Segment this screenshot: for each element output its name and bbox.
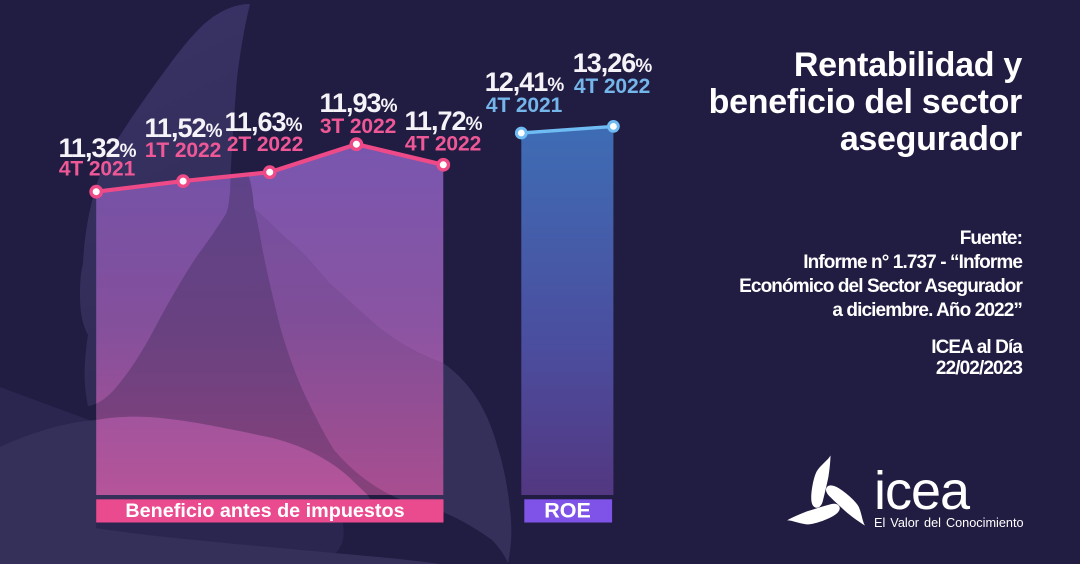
svg-text:ROE: ROE	[544, 499, 591, 523]
svg-text:Rentabilidad y: Rentabilidad y	[794, 46, 1023, 84]
svg-text:4T 2021: 4T 2021	[59, 158, 136, 181]
svg-text:4T 2022: 4T 2022	[405, 133, 481, 156]
svg-text:4T 2022: 4T 2022	[574, 75, 650, 98]
svg-text:icea: icea	[874, 461, 971, 521]
svg-text:1T 2022: 1T 2022	[145, 139, 221, 162]
svg-text:El Valor del Conocimiento: El Valor del Conocimiento	[874, 516, 1024, 530]
svg-text:11,63%: 11,63%	[225, 107, 303, 137]
svg-text:beneficio del sector: beneficio del sector	[709, 83, 1022, 121]
svg-text:Económico del Sector Asegurado: Económico del Sector Asegurador	[739, 276, 1023, 297]
svg-text:4T 2021: 4T 2021	[486, 94, 563, 117]
svg-text:Beneficio antes de impuestos: Beneficio antes de impuestos	[125, 500, 404, 522]
svg-text:Informe n° 1.737 - “Informe: Informe n° 1.737 - “Informe	[803, 252, 1022, 273]
svg-text:Fuente:: Fuente:	[960, 228, 1022, 249]
svg-text:a diciembre. Año 2022”: a diciembre. Año 2022”	[832, 300, 1022, 321]
svg-text:ICEA al Día: ICEA al Día	[931, 337, 1023, 358]
svg-text:asegurador: asegurador	[840, 120, 1022, 158]
svg-text:3T 2022: 3T 2022	[320, 115, 396, 138]
svg-text:22/02/2023: 22/02/2023	[936, 358, 1022, 379]
svg-text:2T 2022: 2T 2022	[227, 133, 303, 156]
svg-text:11,32%: 11,32%	[59, 133, 137, 163]
